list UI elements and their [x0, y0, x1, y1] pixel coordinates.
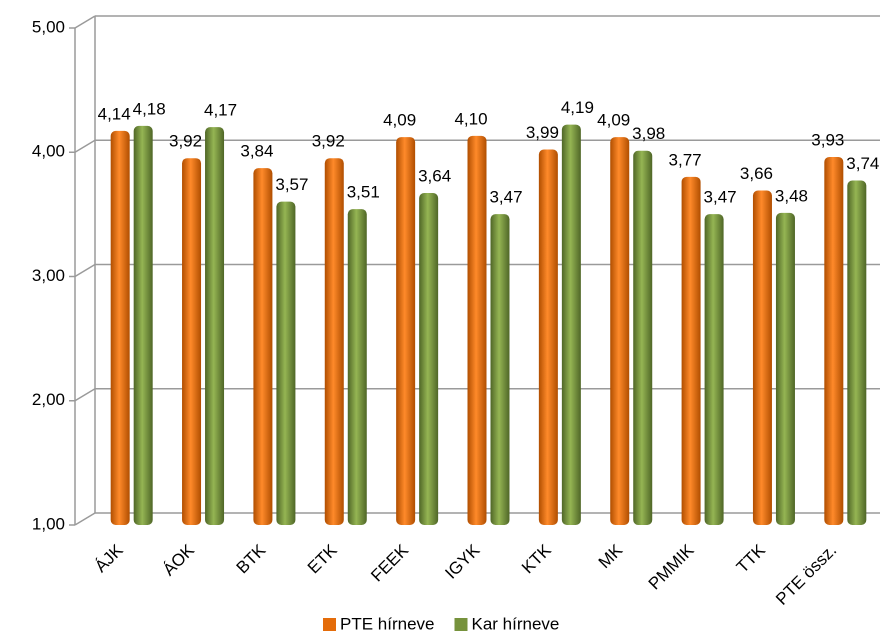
bar [133, 125, 153, 525]
y-tick-label: 3,00 [32, 266, 65, 285]
value-label: 3,47 [704, 188, 737, 207]
x-tick-label: PMMIK [645, 540, 698, 593]
legend-label: Kar hírneve [472, 614, 560, 633]
value-label: 3,74 [846, 154, 879, 173]
value-label: 4,19 [561, 98, 594, 117]
x-tick-label: ÁOK [159, 540, 198, 579]
value-label: 4,17 [204, 101, 237, 120]
value-label: 3,93 [811, 130, 844, 149]
bar [681, 176, 701, 525]
bar [610, 137, 630, 525]
value-label: 3,99 [526, 123, 559, 142]
x-tick-label: KTK [518, 540, 555, 577]
bar [775, 212, 795, 526]
value-label: 3,92 [169, 132, 202, 151]
x-tick-label: FEEK [367, 540, 412, 585]
bar [538, 149, 558, 525]
legend-label: PTE hírneve [340, 614, 435, 633]
grid-line [74, 139, 96, 153]
x-tick-label: ÁJK [91, 540, 127, 576]
legend-swatch [323, 618, 336, 631]
value-label: 3,48 [775, 186, 808, 205]
y-tick-label: 1,00 [32, 514, 65, 533]
x-tick-label: PTE össz. [772, 541, 840, 609]
y-tick-label: 2,00 [32, 390, 65, 409]
value-label: 3,98 [632, 124, 665, 143]
value-label: 3,77 [669, 150, 702, 169]
y-tick-label: 5,00 [32, 17, 65, 36]
bar [396, 137, 416, 525]
value-label: 3,47 [489, 188, 522, 207]
x-tick-label: BTK [233, 540, 270, 577]
bar [276, 201, 296, 526]
value-label: 4,14 [98, 104, 131, 123]
bar [467, 135, 487, 525]
grid-line [74, 388, 96, 402]
value-label: 4,09 [597, 111, 630, 130]
bar [324, 158, 344, 525]
value-label: 3,84 [240, 142, 273, 161]
value-label: 3,92 [312, 132, 345, 151]
bar [490, 214, 510, 526]
value-label: 4,10 [454, 109, 487, 128]
bar [205, 127, 225, 525]
bar [253, 168, 273, 525]
bar [633, 150, 653, 526]
value-label: 3,51 [347, 183, 380, 202]
value-label: 4,09 [383, 111, 416, 130]
bar [110, 130, 130, 526]
bar [824, 156, 844, 525]
x-tick-label: ETK [304, 540, 341, 577]
x-tick-label: MK [595, 540, 627, 572]
value-label: 4,18 [133, 99, 166, 118]
legend-swatch [454, 618, 468, 631]
value-label: 3,66 [740, 164, 773, 183]
y-tick-label: 4,00 [32, 142, 65, 161]
bar [182, 158, 202, 525]
bar [752, 190, 772, 525]
grid-line [74, 512, 96, 526]
bar [847, 180, 867, 525]
value-label: 3,64 [418, 166, 451, 185]
grid-line [74, 15, 96, 29]
bar [347, 209, 367, 525]
bar [704, 214, 724, 526]
x-tick-label: IGYK [441, 540, 484, 583]
bar [419, 192, 439, 526]
bar [561, 124, 581, 525]
grid-line [74, 263, 96, 278]
x-tick-label: TTK [733, 540, 770, 577]
value-label: 3,57 [275, 175, 308, 194]
